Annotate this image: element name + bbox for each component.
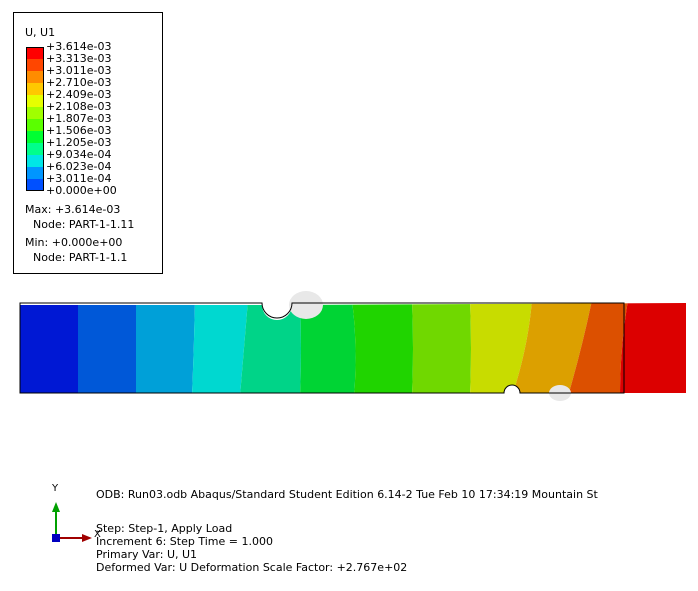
legend-label: +9.034e-04: [46, 148, 112, 161]
contour-band: [135, 303, 195, 393]
legend-label: +2.108e-03: [46, 100, 112, 113]
contour-band: [192, 303, 248, 393]
footer-primary-var: Primary Var: U, U1: [96, 548, 198, 561]
axis-triad: [52, 502, 92, 542]
contour-band: [470, 303, 532, 393]
footer-odb-line: ODB: Run03.odb Abaqus/Standard Student E…: [96, 488, 598, 501]
legend-min-value: Min: +0.000e+00: [25, 236, 123, 249]
legend-label: +2.710e-03: [46, 76, 112, 89]
legend-swatch: [26, 131, 44, 143]
legend-swatch: [26, 179, 44, 191]
legend-max-node: Node: PART-1-1.11: [33, 218, 135, 231]
legend-label: +1.205e-03: [46, 136, 112, 149]
contour-band: [620, 303, 686, 393]
footer-step-line: Step: Step-1, Apply Load: [96, 522, 233, 535]
contour-band: [512, 303, 592, 393]
legend-label: +1.807e-03: [46, 112, 112, 125]
legend-label: +1.506e-03: [46, 124, 112, 137]
legend-labels: +3.614e-03 +3.313e-03 +3.011e-03 +2.710e-03…: [46, 41, 117, 197]
contour-band: [300, 303, 356, 393]
legend-label: +6.023e-04: [46, 160, 112, 173]
legend-swatch: [26, 119, 44, 131]
legend-swatch: [26, 107, 44, 119]
legend-max-value: Max: +3.614e-03: [25, 203, 121, 216]
triad-x-label: X: [94, 529, 101, 540]
contour-band: [77, 303, 137, 393]
legend-label: +3.313e-03: [46, 52, 112, 65]
contour-band: [20, 303, 79, 393]
contour-band: [568, 303, 628, 393]
triad-y-label: Y: [52, 483, 59, 494]
undeformed-outline: [19, 302, 625, 394]
legend-label: +2.409e-03: [46, 88, 112, 101]
legend-swatch: [26, 155, 44, 167]
upper-hole-deformed: [289, 291, 323, 319]
legend-min-node: Node: PART-1-1.1: [33, 251, 128, 264]
legend-label: +0.000e+00: [46, 184, 117, 197]
footer-deformed-var: Deformed Var: U Deformation Scale Factor…: [96, 561, 408, 574]
legend-swatch: [26, 95, 44, 107]
contour-band: [240, 303, 301, 393]
contour-band: [412, 303, 471, 393]
legend-panel: U, U1 +3.614e-03 +3.313e-03 +3.011e-03 +2.7…: [13, 12, 163, 274]
legend-swatch: [26, 59, 44, 71]
legend-swatch: [26, 71, 44, 83]
legend-title: U, U1: [25, 26, 56, 39]
legend-swatch: [26, 47, 44, 59]
legend-label: +3.614e-03: [46, 40, 112, 53]
contour-bands: [20, 303, 686, 393]
legend-swatch: [26, 83, 44, 95]
contour-band: [352, 303, 413, 393]
legend-color-bar: [26, 47, 44, 191]
footer-increment-line: Increment 6: Step Time = 1.000: [96, 535, 273, 548]
legend-label: +3.011e-04: [46, 172, 112, 185]
legend-label: +3.011e-03: [46, 64, 112, 77]
legend-swatch: [26, 167, 44, 179]
legend-swatch: [26, 143, 44, 155]
